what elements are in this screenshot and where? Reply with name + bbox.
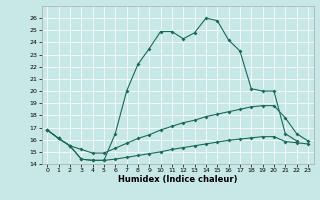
X-axis label: Humidex (Indice chaleur): Humidex (Indice chaleur)	[118, 175, 237, 184]
